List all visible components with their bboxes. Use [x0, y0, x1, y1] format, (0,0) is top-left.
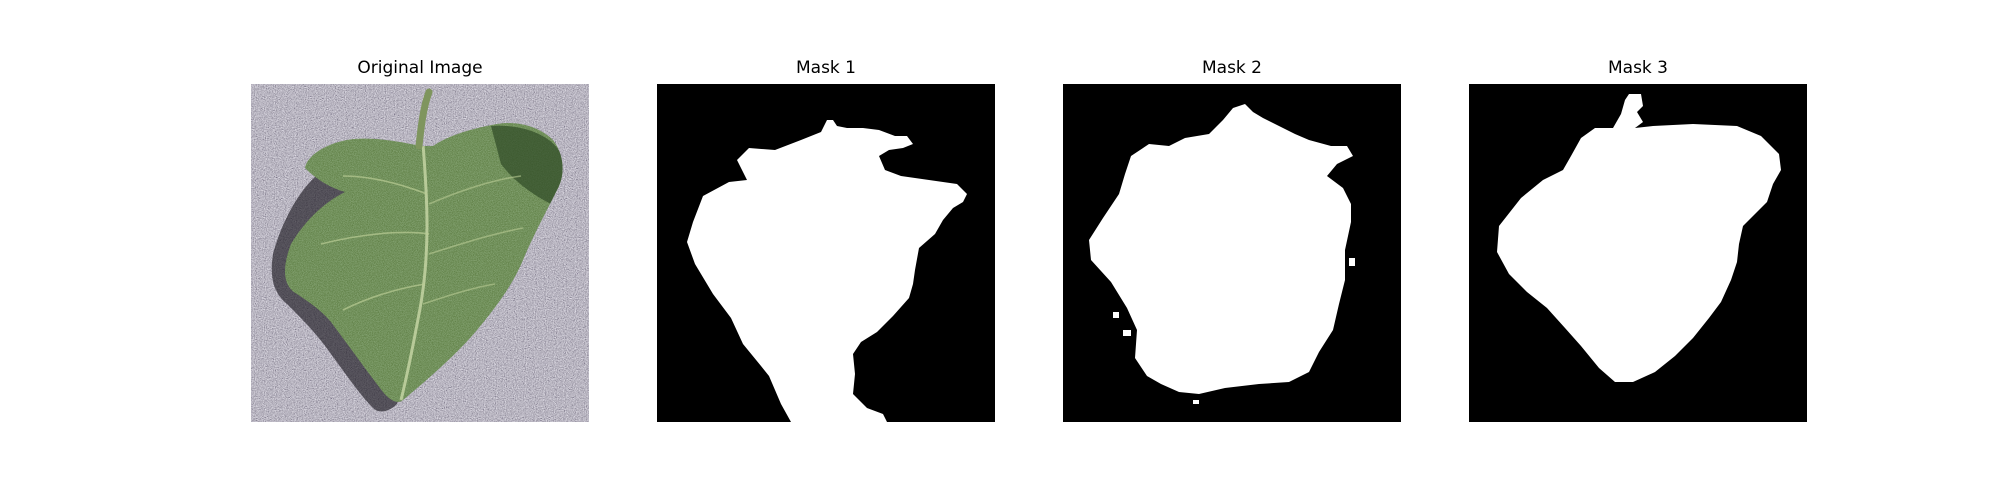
panel-title-mask-1: Mask 1 — [795, 58, 856, 78]
original-leaf-photo — [251, 84, 589, 422]
panel-title-original: Original Image — [357, 58, 483, 78]
mask-3-image — [1469, 84, 1807, 422]
mask-1-image — [657, 84, 995, 422]
panel-title-mask-3: Mask 3 — [1607, 58, 1668, 78]
panel-title-mask-2: Mask 2 — [1201, 58, 1262, 78]
mask-2-image — [1063, 84, 1401, 422]
